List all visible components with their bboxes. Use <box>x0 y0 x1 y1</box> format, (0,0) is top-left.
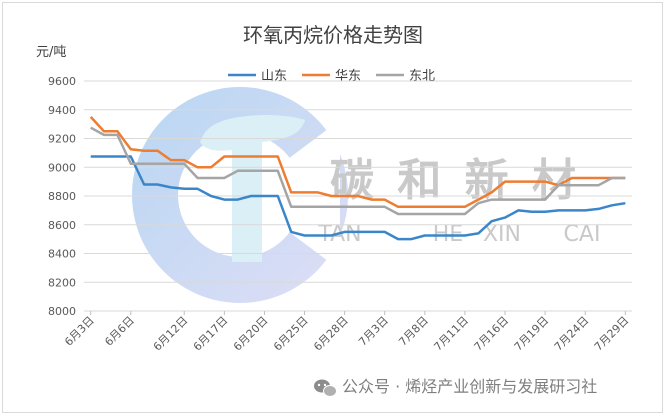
x-tick-label: 7月8日 <box>396 314 431 349</box>
chart-title: 环氧丙烷价格走势图 <box>243 23 423 47</box>
series-line-1 <box>90 155 626 241</box>
x-tick-label: 7月19日 <box>512 314 552 354</box>
legend-label: 华东 <box>335 69 361 84</box>
y-tick-label: 9000 <box>48 161 76 174</box>
y-tick-label: 8400 <box>48 248 76 261</box>
watermark-sub-4: CAI <box>564 222 601 247</box>
x-tick-label: 6月6日 <box>102 314 137 349</box>
legend-label: 东北 <box>409 69 435 84</box>
y-tick-label: 8200 <box>48 276 76 289</box>
watermark-text: 碳 和 新 材 TAN HE XIN CAI <box>317 155 600 247</box>
watermark-glyph <box>200 115 305 262</box>
y-axis-label: 元/吨 <box>36 45 66 60</box>
watermark-sub-3: XIN <box>483 222 521 247</box>
x-tick-labels: 6月3日 6月6日 6月12日 6月17日 6月20日 6月25日 6月28日 7月3日 7月8… <box>62 311 631 354</box>
y-tick-label: 9400 <box>48 104 76 117</box>
watermark-logo <box>132 87 348 303</box>
x-tick-label: 7月16日 <box>472 314 512 354</box>
series-lines <box>89 116 626 241</box>
y-tick-label: 9200 <box>48 133 76 146</box>
x-tick-label: 7月3日 <box>356 314 391 349</box>
x-tick-label: 7月24日 <box>552 314 592 354</box>
y-tick-labels: 8000 8200 8400 8600 8800 9000 9200 9400 9600 <box>48 75 76 318</box>
y-tick-label: 8600 <box>48 219 76 232</box>
x-tick-label: 6月28日 <box>311 314 351 354</box>
x-tick-label: 6月12日 <box>151 314 191 354</box>
legend: 山东 华东 东北 <box>228 69 435 84</box>
series-line-3 <box>90 126 626 216</box>
footer-text: 公众号 · 烯烃产业创新与发展研习社 <box>342 377 597 396</box>
x-tick-label: 6月25日 <box>271 314 311 354</box>
legend-label: 山东 <box>261 69 287 84</box>
series-line-2 <box>89 116 626 209</box>
x-tick-label: 7月11日 <box>431 314 471 354</box>
y-tick-label: 8000 <box>48 305 76 318</box>
wechat-icon <box>314 379 337 397</box>
x-tick-label: 6月17日 <box>191 314 231 354</box>
y-tick-label: 8800 <box>48 190 76 203</box>
x-tick-label: 7月29日 <box>592 314 632 354</box>
y-tick-label: 9600 <box>48 75 76 88</box>
x-tick-label: 6月3日 <box>62 314 97 349</box>
footer: 公众号 · 烯烃产业创新与发展研习社 <box>314 377 597 397</box>
x-tick-label: 6月20日 <box>231 314 271 354</box>
